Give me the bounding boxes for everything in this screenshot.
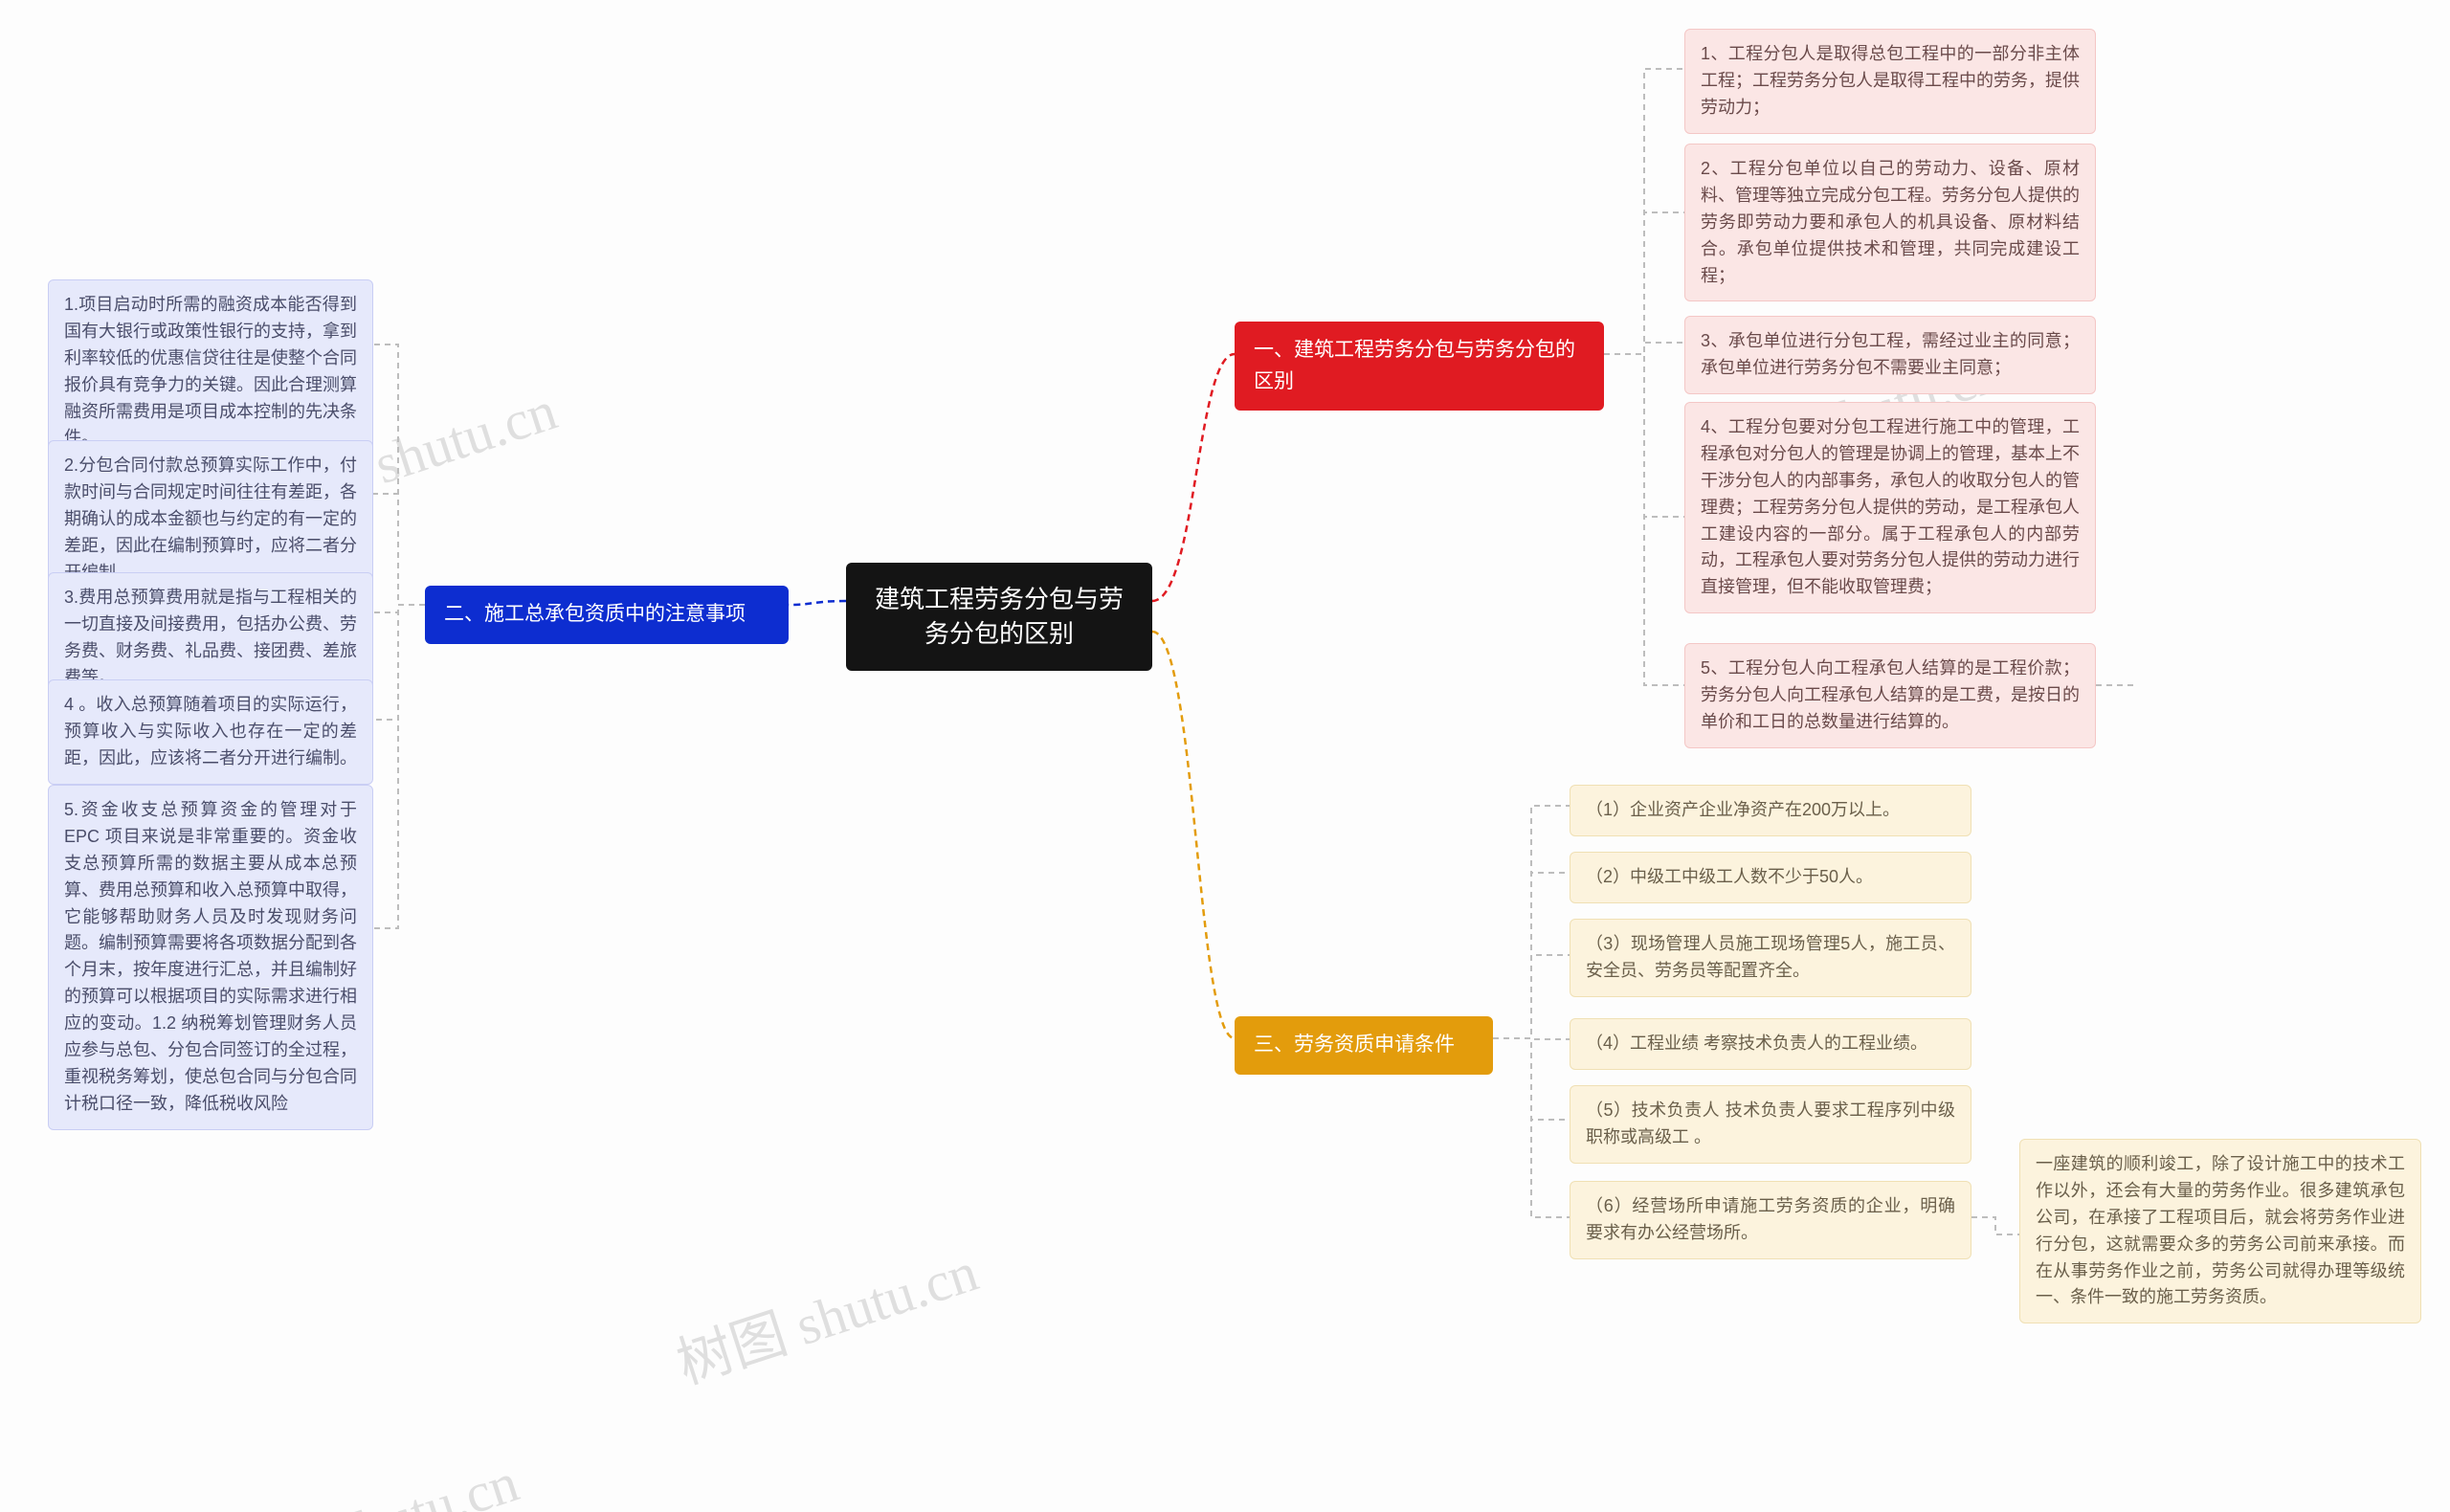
branch-red: 一、建筑工程劳务分包与劳务分包的区别 — [1235, 322, 1604, 411]
leaf-red-4: 4、工程分包要对分包工程进行施工中的管理，工程承包对分包人的管理是协调上的管理，… — [1684, 402, 2096, 613]
leaf-gold-1: （1）企业资产企业净资产在200万以上。 — [1570, 785, 1971, 836]
leaf-red-2: 2、工程分包单位以自己的劳动力、设备、原材料、管理等独立完成分包工程。劳务分包人… — [1684, 144, 2096, 301]
leaf-blue-5: 5.资金收支总预算资金的管理对于 EPC 项目来说是非常重要的。资金收支总预算所… — [48, 785, 373, 1130]
root-node: 建筑工程劳务分包与劳务分包的区别 — [846, 563, 1152, 671]
leaf-gold-4: （4）工程业绩 考察技术负责人的工程业绩。 — [1570, 1018, 1971, 1070]
leaf-red-1: 1、工程分包人是取得总包工程中的一部分非主体工程；工程劳务分包人是取得工程中的劳… — [1684, 29, 2096, 134]
leaf-gold-2: （2）中级工中级工人数不少于50人。 — [1570, 852, 1971, 903]
leaf-gold-3: （3）现场管理人员施工现场管理5人，施工员、安全员、劳务员等配置齐全。 — [1570, 919, 1971, 997]
leaf-red-3: 3、承包单位进行分包工程，需经过业主的同意；承包单位进行劳务分包不需要业主同意； — [1684, 316, 2096, 394]
leaf-blue-1: 1.项目启动时所需的融资成本能否得到国有大银行或政策性银行的支持，拿到利率较低的… — [48, 279, 373, 464]
leaf-blue-4: 4 。收入总预算随着项目的实际运行，预算收入与实际收入也存在一定的差距，因此，应… — [48, 679, 373, 785]
branch-blue: 二、施工总承包资质中的注意事项 — [425, 586, 789, 644]
leaf-gold-extra: 一座建筑的顺利竣工，除了设计施工中的技术工作以外，还会有大量的劳务作业。很多建筑… — [2019, 1139, 2421, 1323]
leaf-gold-6: （6）经营场所申请施工劳务资质的企业，明确要求有办公经营场所。 — [1570, 1181, 1971, 1259]
watermark: 树图 shutu.cn — [665, 1227, 986, 1399]
watermark: 树图 shutu.cn — [206, 1437, 526, 1512]
leaf-red-5: 5、工程分包人向工程承包人结算的是工程价款；劳务分包人向工程承包人结算的是工费，… — [1684, 643, 2096, 748]
branch-gold: 三、劳务资质申请条件 — [1235, 1016, 1493, 1075]
leaf-gold-5: （5）技术负责人 技术负责人要求工程序列中级职称或高级工 。 — [1570, 1085, 1971, 1164]
